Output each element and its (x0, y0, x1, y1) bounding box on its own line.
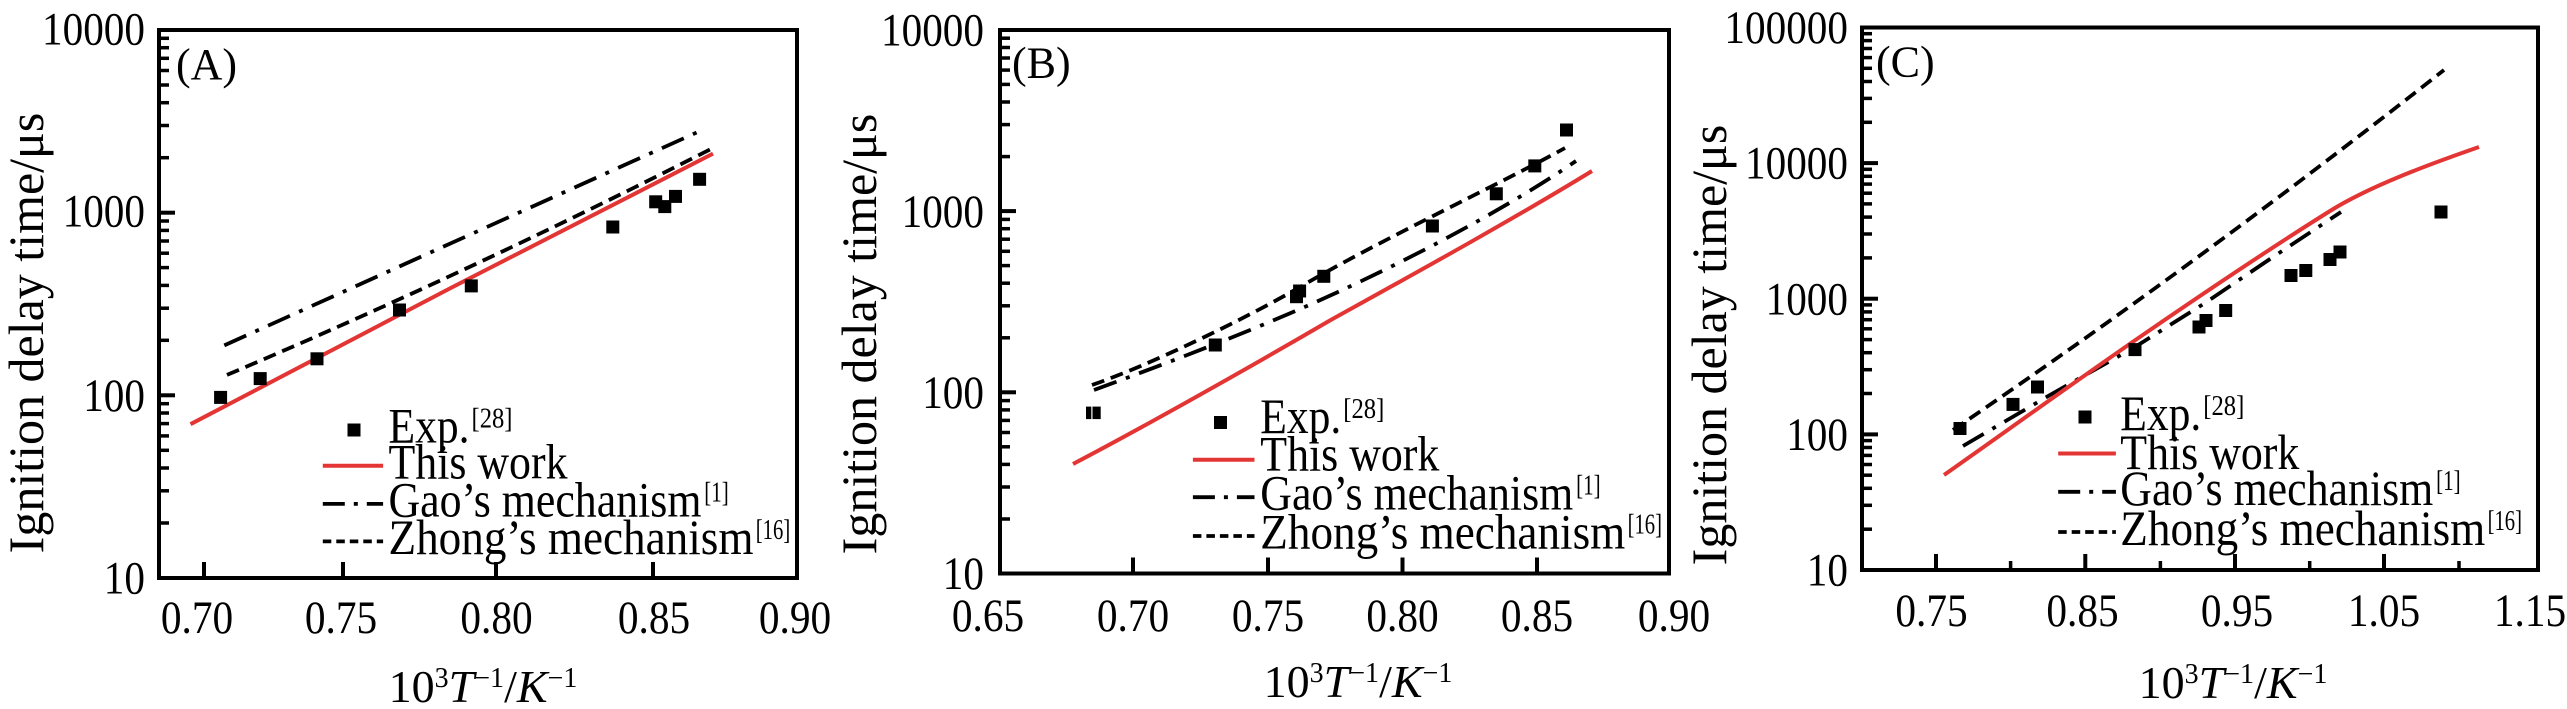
svg-text:1000: 1000 (902, 186, 984, 238)
svg-text:Exp.: Exp. (1260, 388, 1341, 444)
svg-text:0.95: 0.95 (2201, 585, 2273, 637)
svg-text:Gao’s mechanism: Gao’s mechanism (2120, 460, 2433, 516)
svg-text:1.05: 1.05 (2348, 585, 2420, 637)
svg-text:This work: This work (1260, 425, 1439, 481)
svg-text:0.75: 0.75 (305, 592, 377, 644)
svg-text:(A): (A) (176, 40, 237, 89)
svg-text:[28]: [28] (1343, 394, 1384, 425)
svg-text:Ignition delay time/μs: Ignition delay time/μs (0, 113, 54, 554)
svg-text:0.90: 0.90 (759, 592, 831, 644)
svg-text:10: 10 (104, 553, 145, 605)
svg-text:10000: 10000 (881, 5, 984, 57)
svg-text:This work: This work (2120, 424, 2299, 480)
svg-text:[1]: [1] (704, 477, 729, 508)
svg-text:103T−1/K−1: 103T−1/K−1 (2139, 657, 2328, 708)
svg-text:[28]: [28] (472, 403, 513, 434)
svg-text:1000: 1000 (1766, 273, 1848, 325)
svg-text:0.75: 0.75 (1232, 590, 1304, 642)
svg-text:10: 10 (943, 548, 984, 600)
svg-text:100: 100 (922, 367, 984, 419)
svg-text:0.70: 0.70 (1097, 590, 1169, 642)
svg-text:10: 10 (1807, 545, 1848, 597)
svg-text:[28]: [28] (2203, 391, 2244, 422)
svg-text:0.85: 0.85 (618, 592, 690, 644)
svg-text:(B): (B) (1012, 39, 1071, 88)
svg-text:100: 100 (83, 370, 145, 422)
svg-text:0.90: 0.90 (1638, 590, 1710, 642)
svg-text:10000: 10000 (1745, 138, 1848, 190)
svg-text:Gao’s mechanism: Gao’s mechanism (389, 471, 702, 527)
svg-text:0.65: 0.65 (952, 590, 1024, 642)
svg-text:[1]: [1] (2436, 466, 2461, 497)
svg-text:Exp.: Exp. (389, 397, 470, 453)
svg-text:Exp.: Exp. (2120, 385, 2201, 441)
svg-text:Zhong’s mechanism: Zhong’s mechanism (389, 509, 754, 565)
svg-text:0.85: 0.85 (1501, 590, 1573, 642)
svg-text:[16]: [16] (756, 515, 790, 546)
svg-text:10000: 10000 (42, 4, 145, 56)
svg-text:0.80: 0.80 (460, 592, 532, 644)
svg-text:Ignition delay time/μs: Ignition delay time/μs (1681, 125, 1737, 566)
svg-text:100000: 100000 (1724, 2, 1848, 54)
svg-text:0.75: 0.75 (1895, 585, 1967, 637)
svg-text:Ignition delay time/μs: Ignition delay time/μs (831, 114, 887, 555)
svg-text:Zhong’s mechanism: Zhong’s mechanism (2120, 500, 2485, 556)
svg-text:0.70: 0.70 (161, 592, 233, 644)
svg-text:1000: 1000 (63, 186, 145, 238)
svg-text:(C): (C) (1876, 38, 1935, 87)
svg-text:[1]: [1] (1576, 471, 1601, 502)
svg-text:[16]: [16] (1628, 509, 1662, 540)
svg-text:Zhong’s mechanism: Zhong’s mechanism (1260, 503, 1625, 559)
svg-text:This work: This work (389, 433, 568, 489)
svg-text:Gao’s mechanism: Gao’s mechanism (1260, 465, 1573, 521)
svg-text:0.80: 0.80 (1366, 590, 1438, 642)
svg-text:100: 100 (1786, 409, 1848, 461)
svg-text:[16]: [16] (2488, 506, 2522, 537)
svg-text:0.85: 0.85 (2046, 585, 2118, 637)
svg-text:1.15: 1.15 (2494, 585, 2566, 637)
svg-text:103T−1/K−1: 103T−1/K−1 (389, 661, 578, 709)
